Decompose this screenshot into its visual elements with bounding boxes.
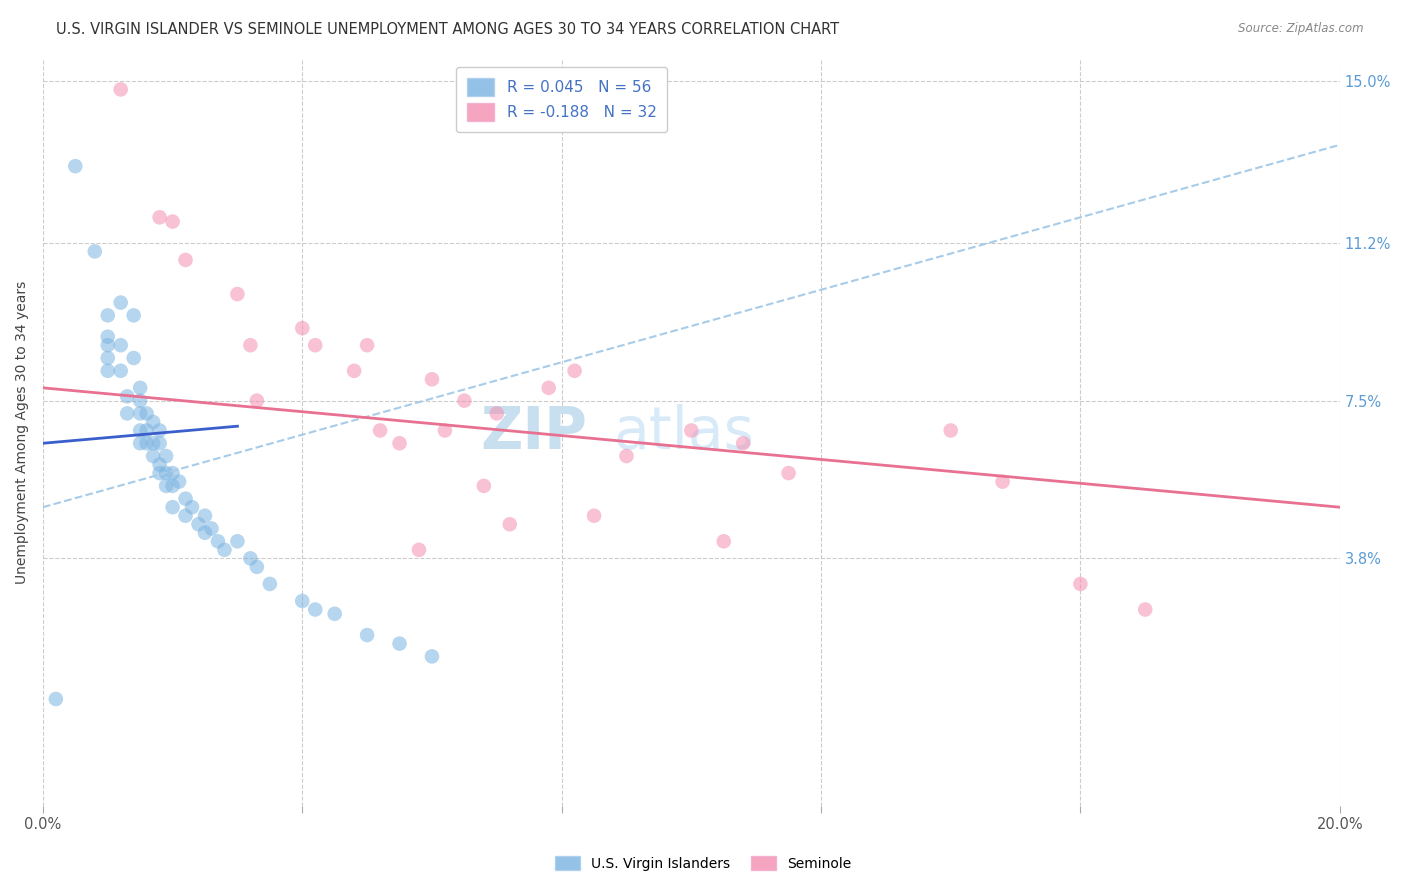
Point (155, 449, 177, 463)
Point (1069, 577, 1091, 591)
Point (174, 252, 197, 267)
Point (246, 393, 269, 408)
Point (45, 692, 67, 706)
Point (207, 534, 229, 549)
Point (343, 364, 366, 378)
Point (537, 381, 560, 395)
Point (733, 436, 755, 450)
Point (174, 508, 197, 523)
Point (420, 372, 443, 386)
Point (304, 602, 326, 616)
Point (259, 577, 281, 591)
Point (149, 466, 172, 480)
Point (97, 351, 120, 365)
Point (129, 424, 152, 438)
Text: Source: ZipAtlas.com: Source: ZipAtlas.com (1239, 22, 1364, 36)
Point (162, 500, 184, 515)
Point (499, 517, 522, 532)
Point (97, 338, 120, 352)
Point (194, 508, 217, 523)
Point (142, 436, 165, 450)
Point (200, 522, 222, 536)
Point (110, 338, 132, 352)
Point (485, 406, 508, 420)
Point (616, 449, 638, 463)
Point (97, 329, 120, 343)
Point (433, 424, 456, 438)
Legend: R = 0.045   N = 56, R = -0.188   N = 32: R = 0.045 N = 56, R = -0.188 N = 32 (456, 67, 666, 131)
Point (291, 321, 314, 335)
Point (939, 424, 962, 438)
Point (356, 338, 378, 352)
Legend: U.S. Virgin Islanders, Seminole: U.S. Virgin Islanders, Seminole (550, 850, 856, 876)
Point (778, 466, 800, 480)
Point (135, 406, 157, 420)
Point (239, 551, 262, 566)
Point (115, 406, 138, 420)
Point (149, 424, 172, 438)
Point (214, 542, 236, 557)
Point (97, 309, 120, 323)
Point (142, 449, 165, 463)
Point (97, 364, 120, 378)
Point (291, 594, 314, 608)
Point (226, 534, 249, 549)
Point (713, 534, 735, 549)
Point (122, 351, 145, 365)
Point (174, 491, 197, 506)
Text: atlas: atlas (613, 404, 755, 461)
Point (135, 424, 157, 438)
Point (304, 338, 326, 352)
Point (149, 436, 172, 450)
Point (356, 628, 378, 642)
Point (194, 525, 217, 540)
Point (135, 436, 157, 450)
Point (583, 508, 606, 523)
Point (155, 466, 177, 480)
Point (149, 211, 172, 225)
Point (162, 214, 184, 228)
Point (122, 309, 145, 323)
Point (472, 479, 495, 493)
Point (420, 649, 443, 664)
Point (83, 244, 105, 259)
Point (181, 500, 204, 515)
Point (129, 436, 152, 450)
Point (110, 295, 132, 310)
Point (564, 364, 586, 378)
Point (388, 637, 411, 651)
Point (155, 479, 177, 493)
Point (991, 475, 1014, 489)
Point (187, 517, 209, 532)
Point (110, 82, 132, 96)
Point (115, 389, 138, 403)
Point (110, 364, 132, 378)
Point (129, 406, 152, 420)
Point (323, 607, 346, 621)
Point (681, 424, 703, 438)
Point (453, 393, 475, 408)
Point (65, 159, 87, 173)
Point (226, 287, 249, 301)
Point (368, 424, 391, 438)
Text: U.S. VIRGIN ISLANDER VS SEMINOLE UNEMPLOYMENT AMONG AGES 30 TO 34 YEARS CORRELAT: U.S. VIRGIN ISLANDER VS SEMINOLE UNEMPLO… (56, 22, 839, 37)
Point (239, 338, 262, 352)
Point (388, 436, 411, 450)
Point (1135, 602, 1157, 616)
Point (162, 479, 184, 493)
Point (142, 415, 165, 429)
Point (162, 466, 184, 480)
Point (129, 393, 152, 408)
Point (408, 542, 430, 557)
Y-axis label: Unemployment Among Ages 30 to 34 years: Unemployment Among Ages 30 to 34 years (15, 281, 30, 584)
Point (129, 381, 152, 395)
Text: ZIP: ZIP (481, 404, 588, 461)
Point (246, 560, 269, 574)
Point (167, 475, 190, 489)
Point (149, 458, 172, 472)
